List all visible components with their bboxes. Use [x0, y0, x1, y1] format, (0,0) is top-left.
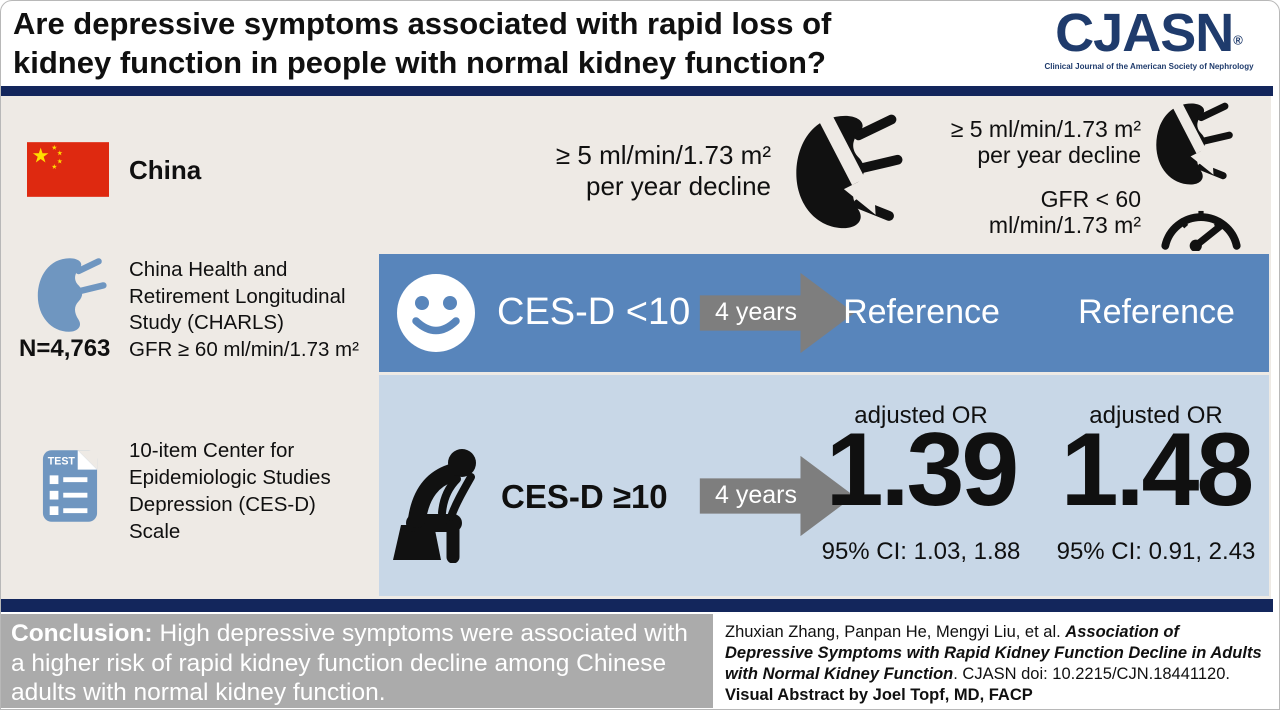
reference-result-2: Reference	[1078, 293, 1235, 331]
instrument-description: 10-item Center for Epidemiologic Studies…	[129, 439, 331, 543]
smiley-face-icon	[397, 274, 475, 352]
followup-duration-label: 4 years	[715, 481, 797, 509]
cjasn-tagline: Clinical Journal of the American Society…	[1044, 62, 1254, 71]
page-title: Are depressive symptoms associated with …	[13, 4, 973, 82]
citation-authors: Zhuxian Zhang, Panpan He, Mengyi Liu, et…	[725, 623, 1066, 641]
country-label: China	[129, 155, 202, 185]
arrow-right-icon	[699, 272, 855, 354]
citation-credit: Visual Abstract by Joel Topf, MD, FACP	[725, 686, 1033, 704]
depressed-person-icon	[393, 449, 476, 563]
exposed-group-label: CES-D ≥10	[501, 478, 668, 515]
kidney-icon	[37, 258, 107, 332]
test-icon-label: TEST	[48, 456, 76, 468]
adjusted-or-label-2: adjusted OR	[1089, 402, 1223, 429]
adjusted-or-value-2: 1.48	[1060, 412, 1254, 528]
reference-group-label: CES-D <10	[497, 291, 691, 333]
adjusted-or-value-1: 1.39	[825, 412, 1019, 528]
outcome-rate-text-1: ≥ 5 ml/min/1.73 m² per year decline	[555, 140, 771, 201]
test-clipboard-icon: TEST	[42, 450, 98, 522]
conclusion-label: Conclusion:	[11, 620, 153, 647]
kidney-decline-icon-small	[1156, 100, 1233, 185]
arrow-right-icon	[699, 455, 855, 537]
kidney-decline-icon	[796, 107, 903, 229]
china-flag-icon	[27, 142, 109, 197]
adjusted-or-label-1: adjusted OR	[854, 402, 988, 429]
title-line-2: kidney function in people with normal ki…	[13, 45, 826, 80]
sample-size-label: N=4,763	[19, 335, 111, 362]
confidence-interval-1: 95% CI: 1.03, 1.88	[821, 538, 1021, 565]
conclusion-text: High depressive symptoms were associated…	[11, 620, 688, 706]
cohort-description: China Health and Retirement Longitudinal…	[129, 258, 359, 361]
conclusion-box: Conclusion: High depressive symptoms were…	[1, 614, 713, 708]
citation-article-title: Association of Depressive Symptoms with …	[725, 623, 1262, 683]
gauge-icon	[1161, 210, 1241, 251]
citation: Zhuxian Zhang, Panpan He, Mengyi Liu, et…	[715, 612, 1275, 706]
bottom-divider-bar	[1, 599, 1273, 612]
outcome-gfr-text: GFR < 60 ml/min/1.73 m²	[988, 186, 1141, 238]
citation-journal-info: . CJASN doi: 10.2215/CJN.18441120.	[953, 665, 1230, 683]
cjasn-logo-text: CJASN	[1055, 3, 1234, 63]
reference-result-1: Reference	[843, 293, 1000, 331]
cjasn-logo: CJASN® Clinical Journal of the American …	[1029, 6, 1269, 71]
title-line-1: Are depressive symptoms associated with …	[13, 6, 832, 41]
registered-mark: ®	[1233, 32, 1243, 48]
confidence-interval-2: 95% CI: 0.91, 2.43	[1056, 538, 1256, 565]
top-divider-bar	[1, 86, 1273, 96]
followup-duration-label: 4 years	[715, 298, 797, 326]
outcome-rate-text-2: ≥ 5 ml/min/1.73 m² per year decline	[950, 116, 1141, 168]
